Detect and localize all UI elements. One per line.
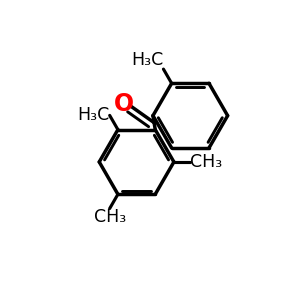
Text: CH₃: CH₃ xyxy=(190,153,223,171)
Text: H₃C: H₃C xyxy=(77,106,110,124)
Text: H₃C: H₃C xyxy=(131,51,164,69)
Text: O: O xyxy=(114,92,134,116)
Text: CH₃: CH₃ xyxy=(94,208,126,226)
